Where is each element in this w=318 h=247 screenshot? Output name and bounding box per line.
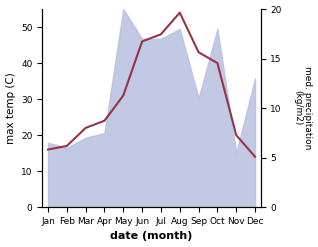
X-axis label: date (month): date (month) (110, 231, 193, 242)
Y-axis label: med. precipitation
(kg/m2): med. precipitation (kg/m2) (293, 66, 313, 150)
Y-axis label: max temp (C): max temp (C) (5, 72, 16, 144)
